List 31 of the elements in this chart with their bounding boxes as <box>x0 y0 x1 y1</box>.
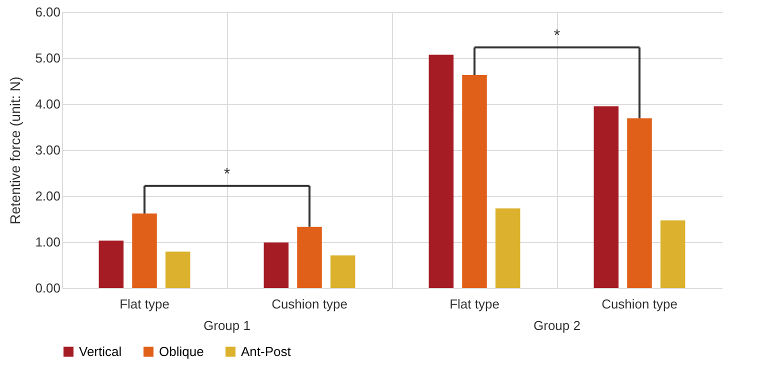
bar <box>297 226 322 288</box>
y-tick-label: 6.00 <box>35 4 60 20</box>
bar <box>594 106 619 288</box>
y-axis-title: Retentive force (unit: N) <box>7 76 24 224</box>
legend-label: Vertical <box>79 344 122 359</box>
bar <box>428 54 454 288</box>
bar <box>98 240 124 288</box>
bar <box>330 255 356 288</box>
bar <box>462 75 487 288</box>
y-tick-label: 4.00 <box>35 96 60 112</box>
y-tick-label: 0.00 <box>35 280 60 296</box>
text: Group 2 <box>534 318 580 333</box>
y-tick-label: 1.00 <box>35 234 60 250</box>
bar <box>264 242 289 288</box>
legend-label: Ant-Post <box>241 344 292 359</box>
legend-label: Oblique <box>159 344 204 359</box>
annotation: * <box>224 166 230 183</box>
y-tick-label: 2.00 <box>35 188 60 204</box>
x-tick-label: Flat type <box>120 296 170 312</box>
annotation: * <box>554 27 560 44</box>
bar <box>495 208 520 288</box>
bar <box>627 118 652 288</box>
x-tick-label: Cushion type <box>272 296 348 312</box>
text: Group 1 <box>204 318 250 333</box>
x-tick-label: Flat type <box>450 296 500 312</box>
bar <box>165 252 190 288</box>
bar <box>660 220 686 288</box>
y-tick-label: 3.00 <box>35 142 60 158</box>
y-tick-label: 5.00 <box>35 50 60 66</box>
x-tick-label: Cushion type <box>602 296 678 312</box>
bar <box>132 213 157 288</box>
